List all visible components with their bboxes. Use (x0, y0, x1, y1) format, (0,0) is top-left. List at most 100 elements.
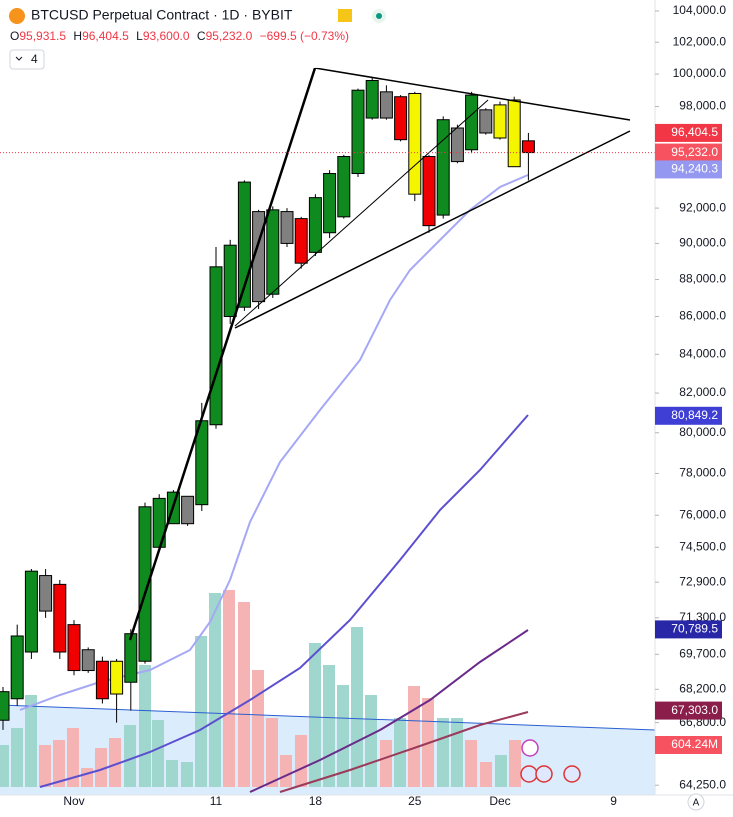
axis-mode: A (693, 798, 700, 809)
y-tick-label: 92,000.0 (679, 200, 726, 214)
y-tick-label: 69,700.0 (679, 646, 726, 660)
candle-body (493, 104, 507, 139)
event-icon (563, 765, 581, 783)
axis-mode-button[interactable] (687, 793, 705, 811)
candle-body (479, 109, 493, 134)
ohlc-value: 95,931.5 (19, 29, 66, 43)
volume-bar (351, 627, 363, 787)
y-tick-label: 104,000.0 (673, 3, 727, 17)
status-dot (376, 13, 382, 19)
y-tick-label: 82,000.0 (679, 385, 726, 399)
axis: 104,000.0 102,000.0 100,000.0 98,000.0 92,00… (63, 3, 726, 808)
candle-body (39, 575, 53, 612)
x-tick-label: 11 (210, 794, 223, 808)
candle-body (422, 156, 436, 227)
volume-bar (53, 740, 65, 787)
volume-label: 604.24M (671, 737, 718, 751)
candle-body (223, 244, 237, 318)
trend-line (128, 67, 317, 641)
volume-bar (166, 760, 178, 787)
y-tick-label: 88,000.0 (679, 272, 726, 286)
price-label: 96,404.5 (671, 125, 718, 139)
candle-body (110, 660, 124, 695)
price-label: 95,232.0 (671, 145, 718, 159)
candle-body (181, 495, 195, 525)
candle-body (280, 211, 294, 244)
candle-body (323, 173, 337, 234)
ohlc-key: O (10, 29, 19, 43)
chevron (15, 56, 23, 61)
price-label-box (655, 123, 722, 142)
volume-bar (509, 740, 521, 787)
y-tick-label: 86,000.0 (679, 309, 726, 323)
price-label: 94,240.3 (671, 162, 718, 176)
candle-body (10, 635, 24, 700)
volume-bar (81, 768, 93, 787)
y-tick-label: 72,900.0 (679, 574, 726, 588)
volume-bar (465, 740, 477, 787)
ohlc-change: −699.5 (−0.73%) (260, 29, 349, 43)
price-label: 70,789.5 (671, 622, 718, 636)
symbol-title: BTCUSD Perpetual Contract · 1D · BYBIT (31, 7, 293, 23)
candle-body (266, 209, 280, 295)
y-tick-label: 64,250.0 (679, 777, 726, 791)
x-tick-label: 25 (408, 794, 422, 808)
volume-bar (480, 762, 492, 787)
volume-bar (109, 738, 121, 787)
volume-bar (195, 636, 207, 787)
moving-average (279, 711, 529, 793)
event-icon (535, 765, 553, 783)
volume-bar (266, 718, 278, 787)
ohlc-value: 96,404.5 (82, 29, 129, 43)
volume-bar (0, 745, 9, 787)
candle-body (408, 92, 422, 195)
volume-bar (139, 665, 151, 787)
price-label-box (655, 160, 722, 179)
candle-body (351, 89, 365, 175)
event-icons (520, 739, 581, 783)
volume-trend-line (0, 704, 656, 731)
candle-body (95, 660, 109, 700)
candle-body (138, 506, 152, 662)
volume-bar (437, 718, 449, 787)
candle-body (379, 91, 393, 119)
volume-bar (95, 748, 107, 787)
candle-body (0, 691, 10, 721)
volume-bar (337, 685, 349, 787)
y-tick-label: 80,000.0 (679, 425, 726, 439)
candle-body (507, 99, 521, 168)
price-label: 80,849.2 (671, 408, 718, 422)
ohlc-value: 95,232.0 (206, 29, 253, 43)
candle-body (124, 633, 138, 683)
candle-body (394, 96, 408, 141)
candle-body (365, 79, 379, 119)
x-tick-label: Nov (63, 794, 84, 808)
volume-bar (124, 725, 136, 787)
y-tick-label: 90,000.0 (679, 236, 726, 250)
indicators-toggle[interactable] (9, 49, 45, 70)
moving-average (39, 414, 529, 788)
ohlc-value: 93,600.0 (143, 29, 190, 43)
price-label: 67,303.0 (671, 703, 718, 717)
x-tick-label: 18 (309, 794, 323, 808)
volume-bar (223, 590, 235, 787)
trend-line (234, 99, 489, 327)
volume-bar (365, 695, 377, 787)
volume (0, 590, 655, 795)
y-tick-label: 74,500.0 (679, 539, 726, 553)
price-label-box (655, 620, 722, 639)
candle-body (308, 197, 322, 253)
candle-body (521, 140, 535, 154)
ohlc-key: L (136, 29, 143, 43)
y-tick-label: 84,000.0 (679, 347, 726, 361)
ohlc-key: H (73, 29, 82, 43)
volume-bar (408, 686, 420, 787)
y-tick-label: 76,000.0 (679, 507, 726, 521)
price-label-box (655, 701, 722, 720)
volume-label-box (655, 736, 722, 754)
y-tick-label: 78,000.0 (679, 466, 726, 480)
volume-bar (11, 728, 23, 787)
event-icon (521, 739, 539, 757)
candle-body (67, 624, 81, 672)
